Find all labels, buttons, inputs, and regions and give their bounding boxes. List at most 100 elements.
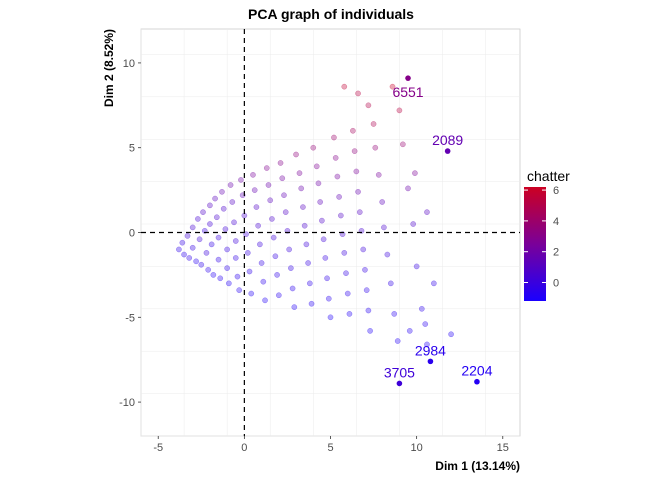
data-point xyxy=(272,253,279,260)
y-axis-title: Dim 2 (8.52%) xyxy=(102,29,116,107)
data-point xyxy=(248,290,255,297)
data-point xyxy=(208,241,215,248)
data-point xyxy=(250,171,256,178)
data-point xyxy=(350,127,356,134)
data-point xyxy=(372,144,379,151)
data-point xyxy=(400,141,406,148)
labeled-point-2204 xyxy=(474,378,480,385)
data-point xyxy=(179,239,186,246)
data-point xyxy=(288,265,294,271)
data-point xyxy=(210,272,217,278)
labeled-point-2089 xyxy=(444,148,451,154)
data-point xyxy=(375,171,382,178)
labeled-point-6551 xyxy=(405,75,411,81)
data-point xyxy=(387,280,394,287)
data-point xyxy=(341,83,348,90)
y-tick-label: 0 xyxy=(129,228,135,240)
data-point xyxy=(367,328,373,334)
data-point xyxy=(334,173,341,180)
data-point xyxy=(207,202,213,209)
data-point xyxy=(351,148,358,154)
legend-colorbar xyxy=(524,187,546,301)
data-point xyxy=(391,311,398,317)
data-point xyxy=(406,328,413,334)
data-point xyxy=(362,266,368,273)
legend-title: chatter xyxy=(527,168,570,184)
data-point xyxy=(289,285,296,292)
data-point xyxy=(381,224,387,231)
x-tick-label: 0 xyxy=(241,442,247,454)
data-point xyxy=(263,165,270,171)
data-point xyxy=(424,341,430,348)
data-point xyxy=(258,260,265,266)
point-label-2089: 2089 xyxy=(432,132,463,148)
data-point xyxy=(227,182,234,188)
y-tick-label: -10 xyxy=(119,397,135,409)
data-point xyxy=(410,221,417,227)
data-point xyxy=(343,270,349,277)
data-point xyxy=(213,214,220,221)
data-point xyxy=(322,255,329,261)
labeled-point-2984 xyxy=(427,358,434,365)
data-point xyxy=(215,256,222,263)
y-tick-label: -5 xyxy=(125,312,135,324)
data-point xyxy=(260,278,267,285)
data-point xyxy=(296,170,303,176)
data-point xyxy=(236,287,243,294)
data-point xyxy=(346,311,353,317)
data-point xyxy=(181,251,187,258)
data-point xyxy=(217,275,224,282)
data-point xyxy=(327,314,334,321)
data-point xyxy=(422,321,429,327)
data-point xyxy=(224,265,230,271)
data-point xyxy=(238,177,244,183)
data-point xyxy=(324,275,330,282)
data-point xyxy=(336,194,342,200)
data-point xyxy=(412,170,418,176)
legend-tick-label: 4 xyxy=(553,216,559,228)
points xyxy=(176,83,454,348)
data-point xyxy=(234,273,241,280)
data-point xyxy=(229,199,236,205)
data-point xyxy=(355,188,361,195)
data-point xyxy=(370,121,377,127)
legend-tick-label: 0 xyxy=(553,278,559,290)
data-point xyxy=(269,216,275,222)
data-point xyxy=(360,246,367,253)
data-point xyxy=(325,295,332,302)
data-point xyxy=(198,261,205,268)
data-point xyxy=(365,102,372,109)
data-point xyxy=(389,83,396,90)
legend-tick-label: 2 xyxy=(553,247,559,259)
data-point xyxy=(355,90,361,97)
data-point xyxy=(193,258,199,265)
data-point xyxy=(305,260,311,266)
data-point xyxy=(424,209,430,215)
data-point xyxy=(331,134,337,141)
data-point xyxy=(396,107,403,114)
data-point xyxy=(176,246,182,253)
data-point xyxy=(394,338,401,344)
point-label-2204: 2204 xyxy=(461,363,492,379)
data-point xyxy=(255,222,261,229)
data-point xyxy=(301,222,308,229)
data-point xyxy=(267,197,274,204)
data-point xyxy=(317,199,324,205)
axis-ticks: -5 0 5 10 15 -10 -5 0 5 10 xyxy=(119,58,509,454)
y-tick-label: 5 xyxy=(129,143,135,155)
data-point xyxy=(365,307,372,314)
data-point xyxy=(219,188,225,195)
data-point xyxy=(195,216,201,222)
data-point xyxy=(332,155,339,161)
data-point xyxy=(231,219,237,226)
data-point xyxy=(257,241,263,248)
data-point xyxy=(282,209,289,215)
data-point xyxy=(300,204,306,210)
data-point xyxy=(253,204,260,210)
data-point xyxy=(212,195,218,202)
x-axis-title: Dim 1 (13.14%) xyxy=(435,459,520,473)
data-point xyxy=(215,234,222,241)
data-point xyxy=(293,151,299,158)
data-point xyxy=(303,241,310,248)
